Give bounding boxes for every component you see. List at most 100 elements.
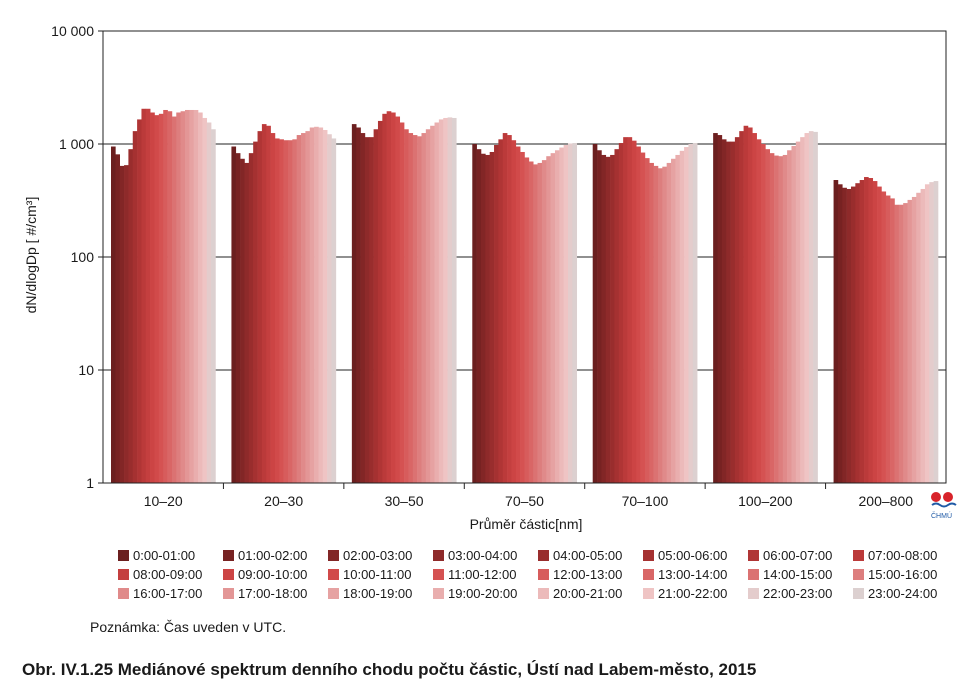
bar bbox=[726, 141, 731, 484]
bar bbox=[128, 149, 134, 484]
bar bbox=[920, 188, 926, 483]
bar bbox=[292, 139, 297, 483]
bar bbox=[154, 115, 160, 484]
bar bbox=[360, 133, 366, 484]
bar bbox=[443, 117, 448, 484]
legend-item: 23:00-24:00 bbox=[853, 585, 958, 601]
x-axis-title: Průměr částic[nm] bbox=[470, 516, 583, 532]
bar bbox=[498, 139, 504, 483]
legend-label: 10:00-11:00 bbox=[343, 566, 412, 582]
chart-area: 1 10 100 1 000 10 000 10–20 20–30 30–50 70–50 70–… bbox=[23, 23, 947, 532]
bar bbox=[511, 140, 517, 483]
legend-item: 17:00-18:00 bbox=[223, 585, 328, 601]
bar bbox=[890, 198, 895, 483]
bar bbox=[743, 125, 749, 484]
y-tick-label: 10 bbox=[78, 362, 94, 378]
bar bbox=[850, 186, 856, 483]
bar bbox=[124, 165, 129, 483]
x-tick-label: 70–100 bbox=[622, 493, 669, 509]
bar bbox=[640, 152, 646, 483]
bar bbox=[279, 139, 284, 483]
bar bbox=[907, 199, 913, 484]
bar bbox=[351, 124, 357, 483]
bar bbox=[111, 146, 116, 483]
bar bbox=[541, 160, 547, 483]
bar bbox=[644, 158, 650, 483]
legend-swatch bbox=[118, 549, 129, 561]
bar bbox=[115, 154, 120, 483]
legend-label: 11:00-12:00 bbox=[448, 566, 517, 582]
bar bbox=[911, 196, 917, 483]
legend-item: 15:00-16:00 bbox=[853, 566, 958, 582]
bar bbox=[778, 156, 784, 483]
bar bbox=[808, 131, 814, 483]
bar bbox=[231, 146, 237, 483]
bar bbox=[859, 180, 865, 483]
bar bbox=[894, 204, 900, 483]
bar bbox=[627, 137, 633, 483]
bar bbox=[739, 131, 744, 483]
bar bbox=[520, 151, 525, 484]
bar bbox=[248, 153, 254, 483]
legend-label: 03:00-04:00 bbox=[448, 547, 518, 563]
legend-label: 16:00-17:00 bbox=[133, 585, 203, 601]
legend-item: 20:00-21:00 bbox=[538, 585, 643, 601]
bar bbox=[184, 109, 190, 483]
legend-item: 02:00-03:00 bbox=[328, 547, 433, 563]
legend-label: 07:00-08:00 bbox=[868, 547, 938, 563]
bar bbox=[395, 116, 401, 483]
legend-item: 08:00-09:00 bbox=[118, 566, 223, 582]
bar bbox=[752, 133, 757, 484]
legend-item: 19:00-20:00 bbox=[433, 585, 538, 601]
y-tick-label: 1 000 bbox=[59, 136, 94, 152]
legend-label: 02:00-03:00 bbox=[343, 547, 413, 563]
y-tick-label: 10 000 bbox=[51, 23, 94, 39]
bar bbox=[472, 144, 477, 483]
note: Poznámka: Čas uveden v UTC. bbox=[90, 619, 287, 635]
legend-swatch bbox=[433, 568, 444, 580]
legend-item: 05:00-06:00 bbox=[643, 547, 748, 563]
bar bbox=[270, 133, 276, 484]
bar bbox=[605, 156, 611, 483]
bar bbox=[631, 140, 637, 483]
bar bbox=[675, 154, 681, 483]
bar bbox=[202, 117, 208, 484]
bar bbox=[421, 133, 427, 484]
bar bbox=[176, 112, 181, 483]
bar bbox=[933, 181, 939, 484]
logo-circle-blue bbox=[943, 492, 953, 502]
bar bbox=[305, 131, 311, 483]
bar bbox=[193, 109, 199, 483]
bar bbox=[688, 144, 694, 483]
bar bbox=[434, 122, 440, 484]
bar bbox=[684, 147, 689, 484]
bar bbox=[885, 195, 891, 483]
bar bbox=[679, 150, 685, 483]
bar bbox=[761, 144, 766, 483]
bar bbox=[916, 192, 921, 484]
bar bbox=[141, 108, 147, 484]
bar bbox=[430, 125, 435, 484]
bar bbox=[528, 161, 534, 483]
y-axis-title: dN/dlogDp [ #/cm³] bbox=[23, 197, 39, 314]
bar bbox=[546, 156, 551, 483]
y-tick-label: 1 bbox=[86, 475, 94, 491]
bar bbox=[391, 112, 396, 483]
bar bbox=[924, 184, 930, 484]
bar bbox=[524, 157, 530, 483]
y-tick-label: 100 bbox=[71, 249, 95, 265]
bar bbox=[618, 143, 624, 483]
legend-label: 01:00-02:00 bbox=[238, 547, 308, 563]
legend-swatch bbox=[118, 587, 129, 599]
legend-swatch bbox=[433, 587, 444, 599]
bar bbox=[261, 124, 267, 483]
legend-swatch bbox=[433, 549, 444, 561]
x-tick-label: 100–200 bbox=[738, 493, 793, 509]
legend-swatch bbox=[118, 568, 129, 580]
bar bbox=[386, 111, 392, 483]
bar bbox=[494, 144, 499, 484]
bar bbox=[198, 112, 203, 483]
bar bbox=[804, 133, 810, 484]
legend-swatch bbox=[853, 549, 864, 561]
bar bbox=[813, 131, 818, 483]
